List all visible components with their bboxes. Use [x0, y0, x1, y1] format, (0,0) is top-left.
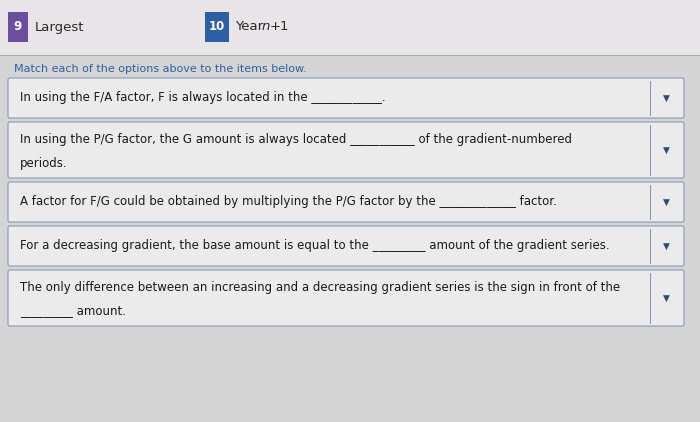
FancyBboxPatch shape [0, 0, 700, 55]
Text: Largest: Largest [35, 21, 85, 33]
Text: +1: +1 [270, 21, 290, 33]
FancyBboxPatch shape [8, 12, 28, 42]
Text: 10: 10 [209, 21, 225, 33]
FancyBboxPatch shape [8, 270, 684, 326]
Text: periods.: periods. [20, 157, 68, 170]
FancyBboxPatch shape [0, 55, 700, 422]
FancyBboxPatch shape [0, 0, 700, 4]
Text: ▼: ▼ [663, 146, 669, 154]
Text: ▼: ▼ [663, 241, 669, 251]
Text: 9: 9 [14, 21, 22, 33]
Text: In using the P/G factor, the G amount is always located ___________ of the gradi: In using the P/G factor, the G amount is… [20, 133, 572, 146]
Text: ▼: ▼ [663, 293, 669, 303]
FancyBboxPatch shape [8, 226, 684, 266]
FancyBboxPatch shape [8, 122, 684, 178]
Text: ▼: ▼ [663, 94, 669, 103]
FancyBboxPatch shape [8, 78, 684, 118]
Text: _________ amount.: _________ amount. [20, 305, 126, 317]
FancyBboxPatch shape [8, 182, 684, 222]
Text: ▼: ▼ [663, 197, 669, 206]
FancyBboxPatch shape [205, 12, 229, 42]
Text: The only difference between an increasing and a decreasing gradient series is th: The only difference between an increasin… [20, 281, 620, 294]
Text: n: n [262, 21, 270, 33]
Text: Year: Year [235, 21, 267, 33]
Text: In using the F/A factor, F is always located in the ____________.: In using the F/A factor, F is always loc… [20, 92, 386, 105]
Text: A factor for F/G could be obtained by multiplying the P/G factor by the ________: A factor for F/G could be obtained by mu… [20, 195, 557, 208]
Text: For a decreasing gradient, the base amount is equal to the _________ amount of t: For a decreasing gradient, the base amou… [20, 240, 610, 252]
Text: Match each of the options above to the items below.: Match each of the options above to the i… [14, 64, 307, 74]
